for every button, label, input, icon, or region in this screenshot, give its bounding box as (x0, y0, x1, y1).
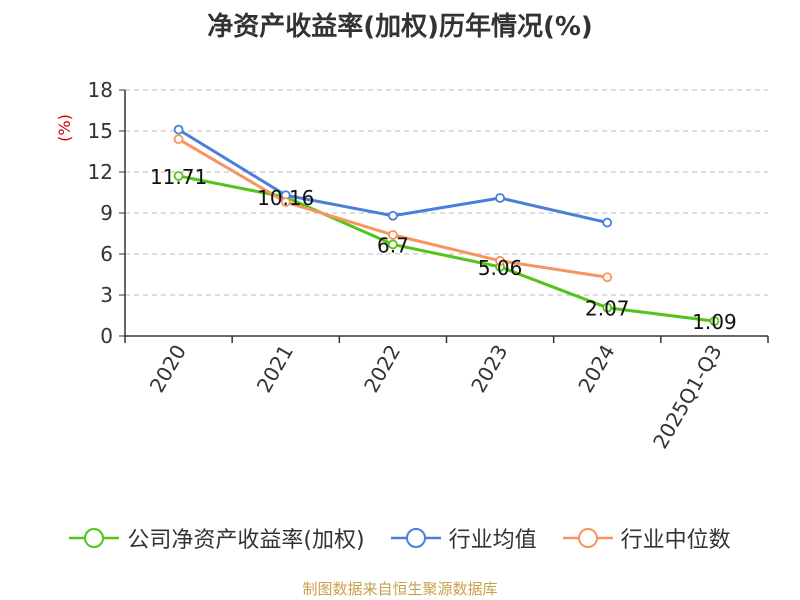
data-point (495, 255, 505, 266)
y-tick-label: 15 (88, 119, 113, 143)
legend-marker-icon (69, 528, 120, 548)
series-lines (173, 124, 720, 327)
data-point (602, 272, 613, 283)
y-tick-label: 0 (100, 324, 113, 348)
legend-marker-icon (562, 528, 613, 548)
series-line (178, 174, 715, 323)
data-label: 2.07 (585, 297, 630, 321)
y-tick-label: 9 (100, 201, 113, 225)
data-point (388, 210, 398, 221)
x-tick-label: 2021 (252, 341, 298, 397)
data-point (173, 171, 184, 181)
legend-circle (577, 528, 598, 548)
legend: 公司净资产收益率(加权) 行业均值 行业中位数 (0, 518, 800, 558)
chart-title: 净资产收益率(加权)历年情况(%) (207, 12, 593, 42)
data-point (602, 302, 613, 313)
x-tick-label: 2022 (359, 341, 405, 397)
axes: 0 3 6 9 12 15 18 2020 2021 2022 2023 2024 2025Q1-Q3 (88, 78, 769, 453)
data-point (173, 124, 184, 135)
legend-item[interactable]: 公司净资产收益率(加权) (69, 522, 365, 554)
data-label: 1.09 (692, 310, 737, 334)
legend-label: 行业均值 (448, 528, 537, 553)
legend-label: 行业中位数 (620, 528, 731, 553)
legend-circle (84, 528, 105, 548)
data-point (495, 193, 505, 203)
legend-item[interactable]: 行业均值 (390, 522, 537, 554)
y-axis-label: (%) (55, 114, 74, 142)
data-labels: 11.71 10.16 6.7 5.06 2.07 1.09 (150, 165, 737, 334)
legend-circle (405, 528, 426, 548)
data-label: 10.16 (257, 186, 314, 210)
source-footer: 制图数据来自恒生聚源数据库 (302, 580, 498, 598)
legend-item[interactable]: 行业中位数 (562, 522, 731, 554)
data-point (280, 197, 291, 207)
x-tick-label: 2023 (466, 341, 512, 397)
legend-marker-icon (390, 528, 441, 548)
x-tick-label: 2025Q1-Q3 (648, 341, 727, 453)
data-label: 11.71 (150, 165, 207, 189)
y-tick-label: 12 (88, 160, 113, 184)
data-point (388, 239, 398, 250)
y-tick-label: 18 (88, 78, 113, 102)
data-point (602, 217, 613, 228)
grid-lines (125, 89, 768, 296)
data-label: 6.7 (377, 233, 409, 257)
data-point (388, 229, 398, 240)
x-tick-label: 2020 (145, 341, 191, 397)
data-point (709, 316, 720, 327)
data-label: 5.06 (478, 256, 523, 280)
y-tick-label: 6 (100, 242, 113, 266)
data-point (173, 134, 184, 145)
x-tick-label: 2024 (573, 341, 619, 397)
legend-label: 公司净资产收益率(加权) (127, 528, 365, 553)
y-tick-label: 3 (100, 283, 113, 307)
